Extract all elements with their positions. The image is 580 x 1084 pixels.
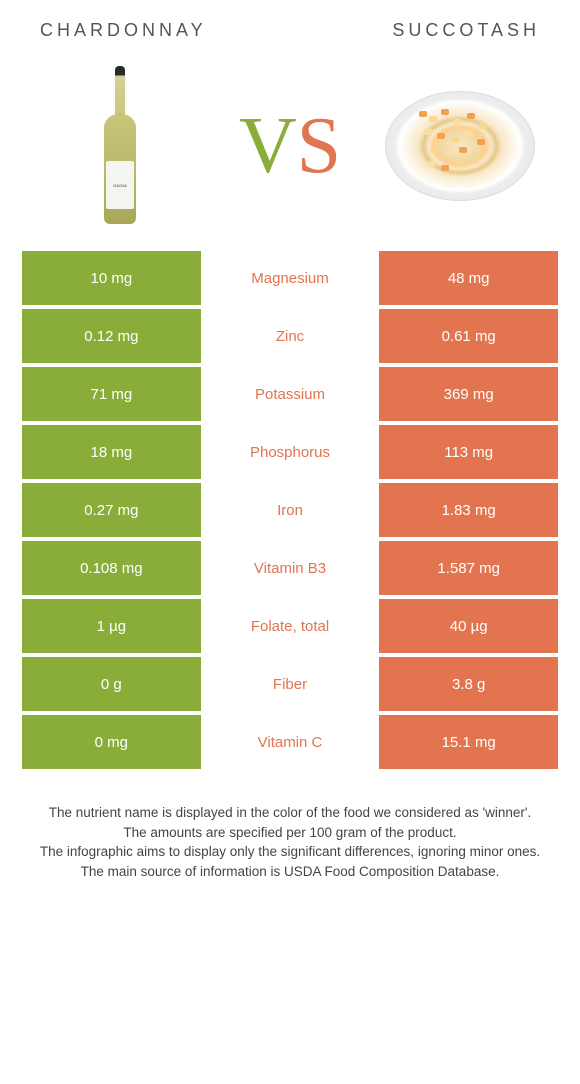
wine-bottle-icon: GAYDA	[102, 66, 138, 226]
header: Chardonnay Succotash	[0, 0, 580, 51]
value-right: 369 mg	[379, 367, 558, 421]
table-row: 0.12 mgZinc0.61 mg	[22, 309, 558, 363]
nutrient-label: Potassium	[201, 367, 380, 421]
value-left: 71 mg	[22, 367, 201, 421]
nutrient-label: Phosphorus	[201, 425, 380, 479]
value-right: 113 mg	[379, 425, 558, 479]
value-left: 0 g	[22, 657, 201, 711]
value-left: 0 mg	[22, 715, 201, 769]
value-left: 0.108 mg	[22, 541, 201, 595]
nutrient-label: Vitamin B3	[201, 541, 380, 595]
header-right-title: Succotash	[392, 20, 540, 41]
value-right: 40 µg	[379, 599, 558, 653]
nutrient-label: Vitamin C	[201, 715, 380, 769]
table-row: 0 mgVitamin C15.1 mg	[22, 715, 558, 769]
header-left-title: Chardonnay	[40, 20, 207, 41]
nutrient-label: Iron	[201, 483, 380, 537]
table-row: 0 gFiber3.8 g	[22, 657, 558, 711]
table-row: 71 mgPotassium369 mg	[22, 367, 558, 421]
footer-line: The nutrient name is displayed in the co…	[20, 803, 560, 823]
value-left: 0.12 mg	[22, 309, 201, 363]
value-right: 1.83 mg	[379, 483, 558, 537]
table-row: 10 mgMagnesium48 mg	[22, 251, 558, 305]
value-right: 48 mg	[379, 251, 558, 305]
nutrient-label: Folate, total	[201, 599, 380, 653]
value-right: 0.61 mg	[379, 309, 558, 363]
value-left: 18 mg	[22, 425, 201, 479]
table-row: 0.108 mgVitamin B31.587 mg	[22, 541, 558, 595]
table-row: 0.27 mgIron1.83 mg	[22, 483, 558, 537]
nutrient-label: Magnesium	[201, 251, 380, 305]
footer-notes: The nutrient name is displayed in the co…	[0, 773, 580, 911]
succotash-image	[380, 66, 540, 226]
value-right: 15.1 mg	[379, 715, 558, 769]
footer-line: The infographic aims to display only the…	[20, 842, 560, 862]
nutrient-table: 10 mgMagnesium48 mg0.12 mgZinc0.61 mg71 …	[22, 251, 558, 769]
value-left: 1 µg	[22, 599, 201, 653]
table-row: 1 µgFolate, total40 µg	[22, 599, 558, 653]
vs-label: VS	[239, 101, 341, 192]
succotash-plate-icon	[385, 91, 535, 201]
nutrient-label: Zinc	[201, 309, 380, 363]
footer-line: The main source of information is USDA F…	[20, 862, 560, 882]
chardonnay-image: GAYDA	[40, 66, 200, 226]
value-right: 3.8 g	[379, 657, 558, 711]
value-right: 1.587 mg	[379, 541, 558, 595]
value-left: 10 mg	[22, 251, 201, 305]
value-left: 0.27 mg	[22, 483, 201, 537]
footer-line: The amounts are specified per 100 gram o…	[20, 823, 560, 843]
table-row: 18 mgPhosphorus113 mg	[22, 425, 558, 479]
hero-row: GAYDA VS	[0, 51, 580, 251]
nutrient-label: Fiber	[201, 657, 380, 711]
